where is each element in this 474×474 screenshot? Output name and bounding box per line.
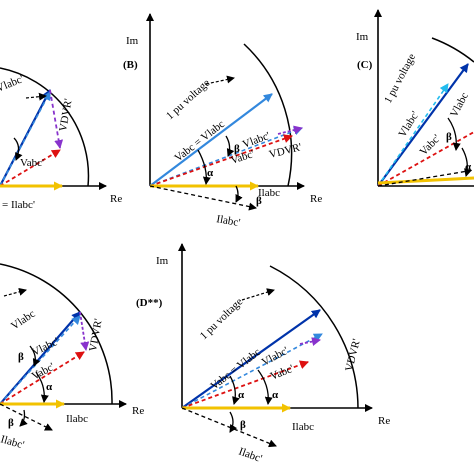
small-arrow — [205, 75, 235, 85]
vabc-phasor — [0, 89, 51, 187]
label-panel-d: (D**) — [136, 297, 163, 309]
label-re: Re — [310, 193, 322, 205]
label-alpha: α — [207, 167, 214, 179]
label-vdvr-prime: VDVR' — [57, 98, 75, 133]
vlabc-prime-phasor — [149, 126, 303, 187]
unit-circle-arc — [0, 263, 113, 405]
current-prime-phasor — [0, 403, 53, 431]
label-ilabc: Ilabc — [292, 421, 314, 433]
beta-arc-lower — [235, 185, 243, 203]
small-arrow — [241, 288, 275, 301]
label-ilabc-prime: Ilabc' — [215, 213, 241, 229]
label-vdvr-prime: VDVR' — [87, 318, 105, 353]
label-vabc-eq-vlabc: Vabc = Vlabc — [208, 346, 263, 392]
label-beta: β — [234, 143, 240, 155]
label-im: Im — [356, 31, 369, 43]
vdvr-phasor — [79, 311, 90, 351]
label-one-pu: 1 pu voltage — [382, 52, 418, 106]
panel-d-double-star: Im (D**) 1 pu voltage Vabc = Vlabc Vlabc… — [136, 243, 390, 465]
current-phasor — [377, 176, 474, 185]
vdvr-phasor — [277, 125, 303, 135]
vabc-prime-phasor — [181, 360, 309, 409]
vlabc-prime-phasor — [181, 333, 323, 409]
vabc-phasor — [0, 311, 81, 405]
label-vdvr-prime: VDVR' — [268, 141, 303, 161]
label-panel-c: (C) — [357, 59, 373, 71]
label-alpha: α — [46, 381, 53, 393]
label-ilabc: Ilabc — [66, 413, 88, 425]
label-beta-lower: β — [8, 417, 14, 429]
angle-arc — [447, 117, 461, 151]
label-beta-lower: β — [256, 195, 262, 207]
panel-d-left: Vlabc Vlabc' Vabc' VDVR' β α β Ilabc Ila… — [0, 263, 144, 451]
beta-arc — [225, 135, 235, 157]
vabc-phasor — [377, 63, 469, 187]
vlabc-prime-phasor — [0, 91, 51, 187]
label-eq-ilabc-prime: = Ilabc' — [2, 199, 35, 211]
label-re: Re — [378, 415, 390, 427]
angle-arc-2 — [461, 147, 472, 177]
current-prime-phasor — [149, 185, 257, 211]
label-vlabc-prime: Vlabc' — [0, 73, 25, 95]
beta-arc — [29, 345, 41, 367]
beta-arc-lower — [19, 409, 28, 427]
vabc-phasor — [181, 309, 321, 409]
label-im: Im — [156, 255, 169, 267]
unit-circle-arc — [269, 265, 359, 409]
label-alpha: α — [465, 161, 472, 173]
unit-circle-arc — [0, 67, 90, 187]
label-vabc-eq-vlabc: Vabc = Vlabc — [172, 118, 227, 164]
label-vlabc: Vlabc — [448, 90, 471, 119]
label-re: Re — [132, 405, 144, 417]
beta-arc-lower — [229, 411, 238, 433]
unit-circle-arc — [243, 43, 293, 187]
vdvr-phasor — [299, 337, 321, 346]
panel-c: Im (C) 1 pu voltage Vlabc' Vabc' Vlabc α… — [356, 9, 474, 187]
vabc-phasor — [149, 93, 273, 187]
label-beta: β — [240, 419, 246, 431]
label-vlabc-prime: Vlabc' — [396, 109, 421, 139]
label-im: Im — [126, 35, 139, 47]
unit-circle-arc — [431, 37, 474, 63]
current-prime-phasor — [377, 169, 474, 187]
vlabc-prime-phasor — [0, 315, 81, 405]
panel-b: Im (B) 1 pu voltage Vabc = Vlabc Vlabc' … — [123, 13, 322, 229]
label-vdvr-prime: VDVR' — [343, 338, 363, 373]
label-beta: β — [446, 131, 452, 143]
label-alpha: α — [238, 389, 245, 401]
label-vabc-prime: Vabc' — [20, 157, 44, 169]
label-ilabc-prime: Ilabc' — [237, 446, 264, 465]
alpha-arc — [35, 371, 49, 403]
label-ilabc: Ilabc — [258, 187, 280, 199]
label-alpha-2: α — [272, 389, 279, 401]
vabc-prime-phasor — [0, 149, 61, 187]
vdvr-phasor — [49, 89, 64, 149]
angle-arc — [13, 137, 23, 161]
label-vlabc: Vlabc — [9, 308, 38, 333]
label-ilabc-prime: Ilabc' — [0, 433, 26, 451]
label-one-pu: 1 pu voltage — [198, 296, 246, 342]
label-beta: β — [18, 351, 24, 363]
beta-arc — [229, 375, 240, 405]
small-arrow — [3, 287, 27, 297]
label-vabc-prime: Vabc' — [269, 363, 296, 383]
small-arrow — [25, 92, 47, 101]
alpha-arc — [197, 149, 211, 185]
vabc-prime-phasor — [0, 351, 85, 405]
panel-a: Vlabc' Vabc' VDVR' Re = Ilabc' — [0, 67, 122, 211]
alpha-arc — [257, 369, 273, 405]
vabc-prime-phasor — [149, 134, 293, 187]
current-prime-phasor — [181, 407, 277, 448]
label-one-pu: 1 pu voltage — [164, 77, 213, 122]
label-panel-b: (B) — [123, 59, 138, 71]
label-vabc-prime: Vabc' — [418, 132, 443, 158]
vabc-prime-phasor — [377, 131, 474, 187]
label-re: Re — [110, 193, 122, 205]
